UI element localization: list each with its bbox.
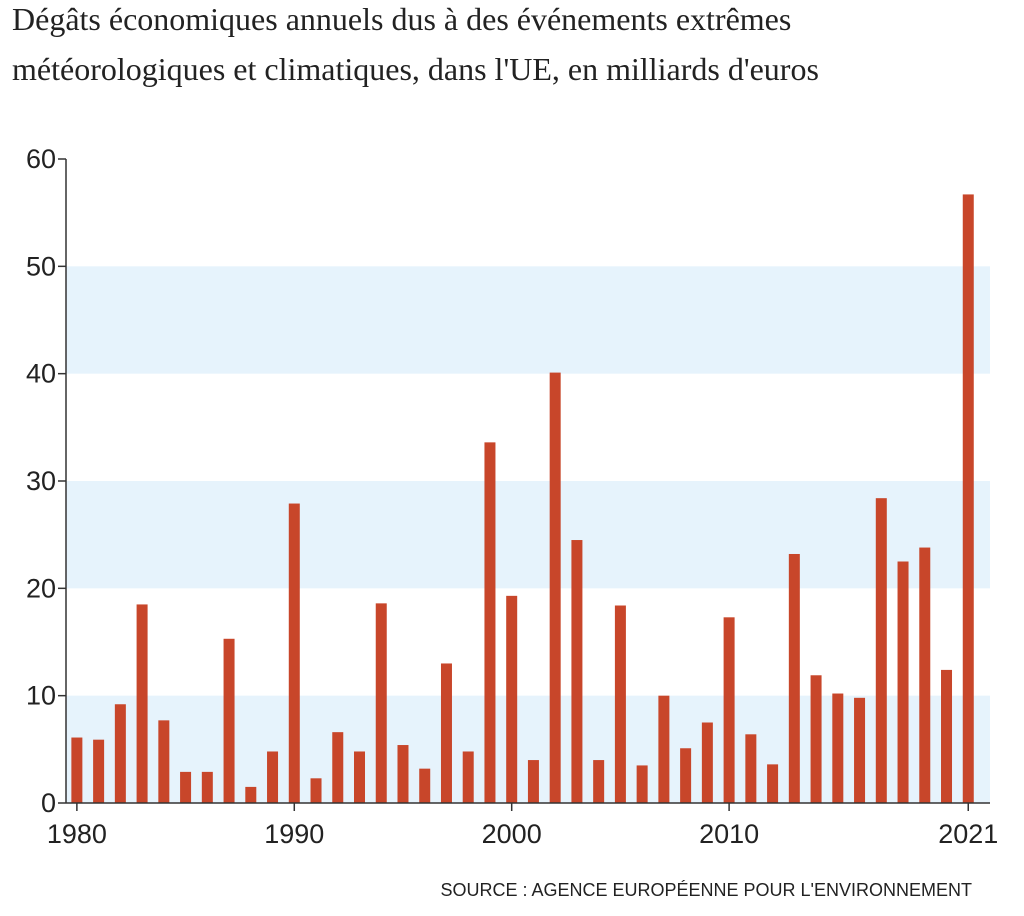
y-tick-label: 20 xyxy=(26,573,56,603)
bar xyxy=(267,751,279,803)
x-tick-label: 1980 xyxy=(47,819,107,849)
bar xyxy=(723,617,735,803)
x-tick-label: 1990 xyxy=(264,819,324,849)
chart-title: Dégâts économiques annuels dus à des évé… xyxy=(12,1,791,37)
x-tick-label: 2010 xyxy=(699,819,759,849)
bar xyxy=(745,734,757,803)
y-tick-label: 50 xyxy=(26,251,56,281)
bar xyxy=(114,704,126,803)
bar xyxy=(527,760,539,803)
bar xyxy=(484,442,496,803)
bar xyxy=(310,778,322,803)
grid-band xyxy=(66,481,990,589)
bar xyxy=(919,547,931,803)
bar xyxy=(571,540,583,803)
bar xyxy=(288,503,300,803)
bar xyxy=(397,745,409,803)
x-tick-label: 2021 xyxy=(938,819,998,849)
bar xyxy=(788,553,800,803)
bar xyxy=(832,693,844,803)
y-tick-label: 10 xyxy=(26,681,56,711)
bar xyxy=(658,695,670,803)
source: SOURCE : AGENCE EUROPÉENNE POUR L'ENVIRO… xyxy=(440,880,972,900)
bar xyxy=(158,720,170,803)
bar xyxy=(614,605,626,803)
grid-band xyxy=(66,266,990,374)
bar xyxy=(180,771,192,803)
bar xyxy=(767,764,779,803)
bar xyxy=(440,663,452,803)
bar xyxy=(462,751,474,803)
bar xyxy=(71,737,83,803)
bar xyxy=(93,739,105,803)
y-tick-label: 40 xyxy=(26,359,56,389)
bar xyxy=(354,751,366,803)
bar xyxy=(332,732,344,803)
y-tick-label: 0 xyxy=(41,788,56,818)
bar xyxy=(636,765,648,803)
bar xyxy=(136,604,148,803)
bar xyxy=(941,669,953,803)
bar xyxy=(810,675,822,803)
x-tick-label: 2000 xyxy=(482,819,542,849)
chart-title: météorologiques et climatiques, dans l'U… xyxy=(12,51,819,87)
bar xyxy=(897,561,909,803)
bar xyxy=(245,786,257,803)
bar xyxy=(419,768,431,803)
bar xyxy=(962,194,974,804)
bar xyxy=(375,603,387,803)
bar xyxy=(701,722,713,803)
bar xyxy=(223,638,235,803)
bar xyxy=(875,498,887,803)
bar xyxy=(854,697,866,803)
bar xyxy=(680,748,692,803)
bar xyxy=(201,771,213,803)
bar xyxy=(593,760,605,803)
bar xyxy=(549,372,561,803)
bar xyxy=(506,595,518,803)
y-tick-label: 60 xyxy=(26,144,56,174)
y-tick-label: 30 xyxy=(26,466,56,496)
